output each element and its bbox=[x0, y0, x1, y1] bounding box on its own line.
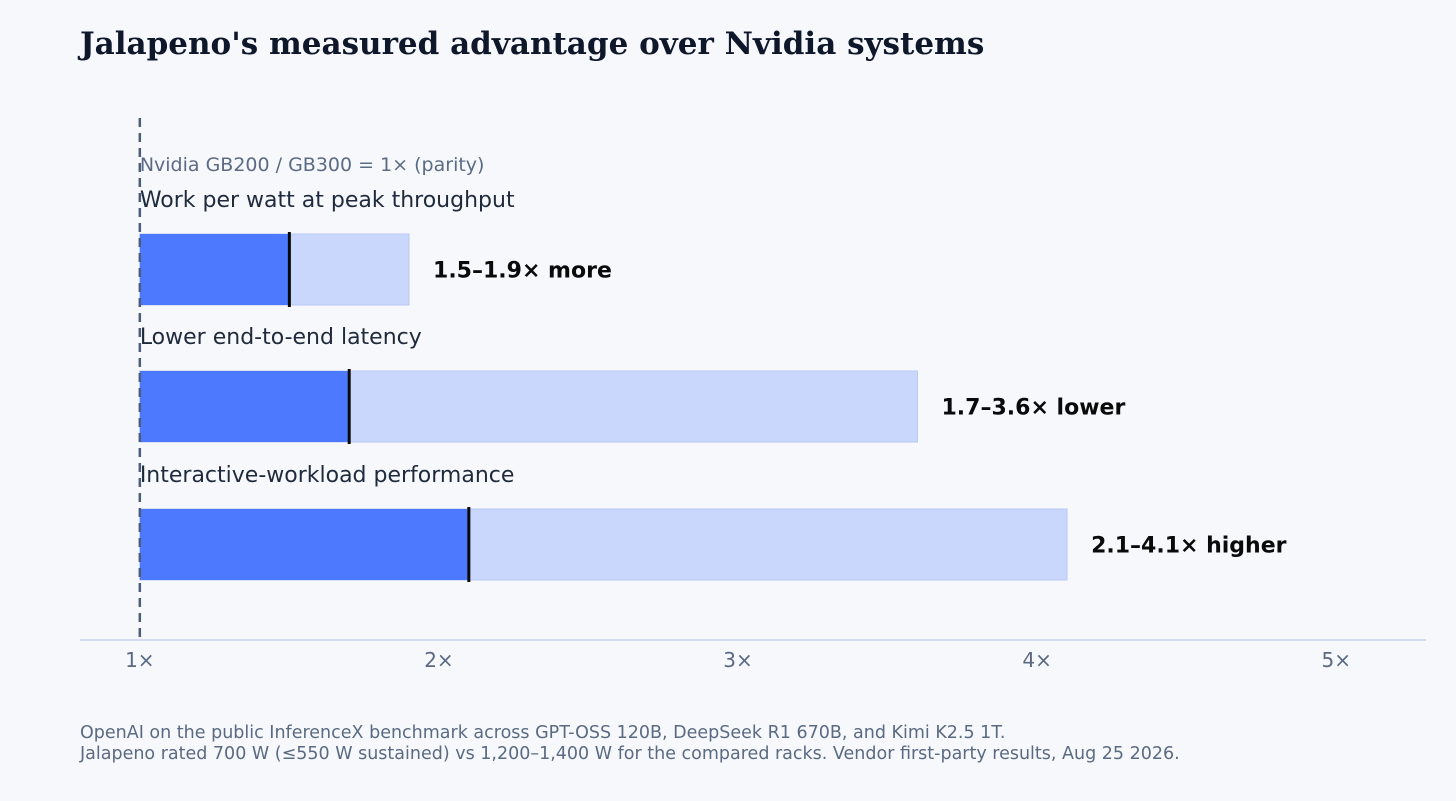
x-tick-label-5: 5× bbox=[1322, 648, 1351, 672]
x-tick-label-2: 2× bbox=[424, 648, 453, 672]
bar-low-2 bbox=[139, 371, 350, 442]
category-label-2: Lower end-to-end latency bbox=[140, 325, 422, 350]
x-tick-label-4: 4× bbox=[1022, 648, 1051, 672]
x-tick-label-1: 1× bbox=[125, 648, 154, 672]
chart-title: Jalapeno's measured advantage over Nvidi… bbox=[80, 26, 985, 62]
category-label-3: Interactive-workload performance bbox=[140, 463, 515, 488]
bar-low-1 bbox=[139, 234, 290, 305]
value-label-1: 1.5–1.9× more bbox=[433, 259, 612, 284]
footnote-line-2: Jalapeno rated 700 W (≤550 W sustained) … bbox=[80, 744, 1180, 764]
value-label-3: 2.1–4.1× higher bbox=[1091, 534, 1287, 559]
x-tick-label-3: 3× bbox=[723, 648, 752, 672]
value-label-2: 1.7–3.6× lower bbox=[942, 396, 1126, 421]
parity-reference-label: Nvidia GB200 / GB300 = 1× (parity) bbox=[140, 154, 485, 176]
category-label-1: Work per watt at peak throughput bbox=[140, 188, 515, 213]
bar-low-3 bbox=[139, 509, 469, 580]
footnote-line-1: OpenAI on the public InferenceX benchmar… bbox=[80, 723, 1006, 743]
footnote: OpenAI on the public InferenceX benchmar… bbox=[80, 723, 1180, 765]
